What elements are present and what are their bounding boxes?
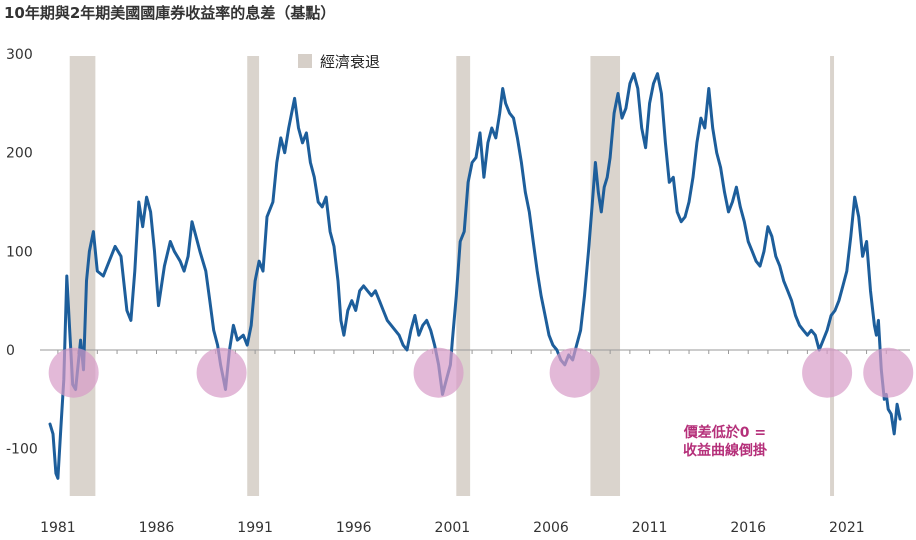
x-tick-label: 2006 xyxy=(533,520,569,536)
y-tick-label: 100 xyxy=(6,244,33,260)
chart-title: 10年期與2年期美國國庫券收益率的息差（基點） xyxy=(4,4,336,22)
inversion-annotation: 價差低於0 =收益曲線倒掛 xyxy=(683,424,767,459)
y-tick-labels: 300 200 100 0 -100 xyxy=(6,47,38,458)
inversion-marker xyxy=(549,347,600,398)
annotation-line: 收益曲線倒掛 xyxy=(683,442,767,459)
y-tick-label: -100 xyxy=(6,442,38,458)
recession-band xyxy=(69,56,96,496)
recession-band xyxy=(247,56,260,496)
inversion-marker xyxy=(48,347,99,398)
x-tick-label: 1981 xyxy=(40,520,76,536)
inversion-marker xyxy=(863,347,914,398)
inversion-markers xyxy=(48,347,914,398)
x-tick-label: 1991 xyxy=(237,520,273,536)
spread-line xyxy=(48,72,902,480)
legend-swatch xyxy=(298,54,312,68)
recession-bands xyxy=(69,56,835,496)
recession-band xyxy=(456,56,471,496)
x-tick-label: 2001 xyxy=(435,520,471,536)
legend-label: 經濟衰退 xyxy=(320,53,380,71)
x-tick-label: 2016 xyxy=(730,520,766,536)
x-tick-label: 1986 xyxy=(139,520,175,536)
x-tick-label: 2021 xyxy=(829,520,865,536)
recession-band xyxy=(830,56,835,496)
inversion-marker xyxy=(802,347,853,398)
y-tick-label: 0 xyxy=(6,343,15,359)
recession-band xyxy=(590,56,621,496)
inversion-marker xyxy=(413,347,464,398)
legend: 經濟衰退 xyxy=(298,53,380,71)
x-tick-label: 2011 xyxy=(632,520,668,536)
axes xyxy=(40,349,910,354)
y-tick-label: 300 xyxy=(6,47,33,63)
spread-series xyxy=(48,72,902,480)
y-tick-label: 200 xyxy=(6,146,33,162)
annotation-line: 價差低於0 = xyxy=(683,424,766,441)
x-tick-labels: 1981 1986 1991 1996 2001 2006 2011 2016 2021 xyxy=(40,520,865,536)
inversion-marker xyxy=(196,347,247,398)
x-tick-label: 1996 xyxy=(336,520,372,536)
